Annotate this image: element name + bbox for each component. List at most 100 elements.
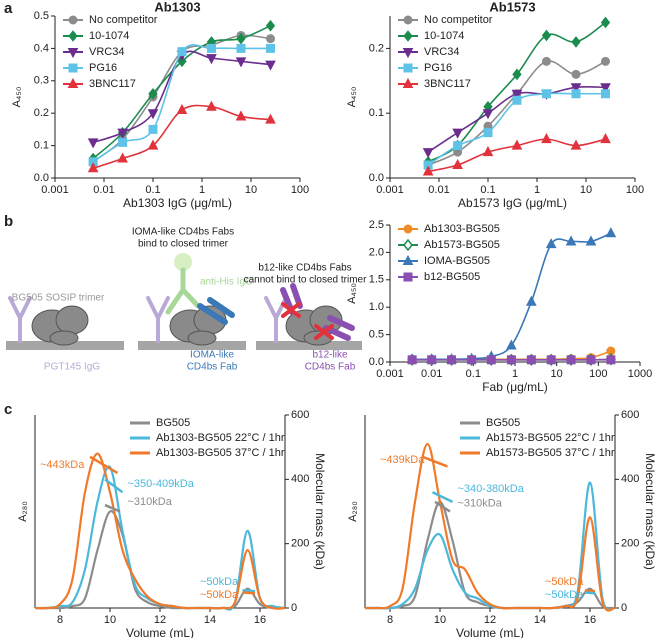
x-tick-label: 10 [104,614,116,626]
y-tick-label: 0.2 [34,107,49,119]
x-tick-label: 1 [199,184,205,196]
y-tick-label: 0.2 [369,42,384,54]
marker [148,87,158,100]
y-tick-label: 2.0 [369,246,384,258]
mass-line [242,589,256,593]
mass-line [431,491,454,503]
legend-label: VRC34 [424,46,459,58]
b12-fab-label: CD4bs Fab [305,362,356,373]
b12-fab [280,283,355,341]
marker [236,43,246,53]
marker [586,355,596,365]
legend-label: Ab1303-BG505 37°C / 1hr [156,447,285,459]
mass-line [104,503,121,513]
x-tick-label: 8 [387,614,393,626]
y2-tick-label: 200 [291,538,309,550]
x-tick-label: 10 [580,184,592,196]
marker [506,355,516,365]
marker [541,56,551,66]
pgt145-label: PGT145 IgG [44,362,100,373]
marker [512,68,522,81]
y-axis-label: A₄₅₀ [346,283,358,304]
marker [265,113,276,124]
annotation: ~50kDa [200,589,239,601]
marker [506,339,517,350]
diagram: BG505 SOSIP trimer PGT145 IgG IOMA-like … [6,227,367,373]
marker [571,36,581,48]
y-tick-label: 0.0 [369,172,384,184]
x-tick-label: 100 [589,368,607,380]
y-tick-label: 0.1 [34,140,49,152]
marker [148,124,158,134]
block-mark [281,302,334,340]
legend-label: 10-1074 [89,30,129,42]
chart-title: Ab1303 [154,0,200,14]
panel-label: a [4,0,13,17]
marker [570,139,582,150]
legend-marker [403,272,413,282]
marker [541,29,552,42]
y-tick-label: 0.4 [34,42,49,54]
marker [206,100,217,111]
marker [571,69,581,79]
b12-fab-label: b12-like [312,350,347,361]
legend-label: 3BNC117 [424,78,471,90]
legend-marker [403,63,413,73]
y2-axis-label: Molecular mass (kDa) [313,453,327,570]
y2-axis-label: Molecular mass (kDa) [643,453,657,570]
legend-marker [403,238,413,252]
legend-marker [403,224,413,234]
annotation: ~340-380kDa [458,483,525,495]
ioma-fab-label: IOMA-like [190,350,234,361]
marker [526,355,536,365]
marker [147,139,159,150]
legend-label: No competitor [424,14,493,26]
y-tick-label: 1.0 [369,301,384,313]
x-tick-label: 0.1 [145,184,160,196]
marker [235,57,247,68]
x-tick-label: 14 [204,614,216,626]
surface [138,341,246,350]
y-tick-label: 0.1 [369,107,384,119]
marker [447,355,457,365]
marker [452,128,463,139]
marker [605,227,617,238]
marker [206,54,217,65]
y-axis-label: A₂₈₀ [17,501,29,522]
x-tick-label: 10 [245,184,257,196]
legend-marker [403,15,413,25]
y2-tick-label: 400 [291,473,309,485]
x-tick-label: 100 [626,184,644,196]
legend-marker [402,254,414,265]
legend-label: IOMA-BG505 [424,255,490,267]
x-tick-label: 0.01 [428,184,449,196]
x-tick-label: 100 [291,184,309,196]
marker [453,141,463,151]
legend-marker [67,77,79,88]
x-tick-label: 12 [154,614,166,626]
surface [256,341,362,350]
marker [117,128,128,139]
mass-line [89,455,119,474]
legend-label: BG505 [486,417,520,429]
legend-label: Ab1573-BG505 37°C / 1hr [486,447,615,459]
y2-tick-label: 0 [621,602,627,614]
b12-header: cannot bind to closed trimer [244,275,368,286]
x-tick-label: 16 [584,614,596,626]
marker [177,47,187,57]
x-tick-label: 0.01 [93,184,114,196]
legend-label: Ab1573-BG505 22°C / 1hr [486,432,615,444]
his-tag [174,253,192,271]
y-tick-label: 0.5 [369,329,384,341]
marker [600,89,610,99]
legend-label: Ab1303-BG505 22°C / 1hr [156,432,285,444]
legend-marker [402,77,414,88]
marker [467,355,477,365]
marker [422,148,434,159]
x-tick-label: 0.01 [421,368,442,380]
y2-tick-label: 0 [291,602,297,614]
anti-his-label: anti-His IgG [200,277,253,288]
marker [236,32,246,45]
y-tick-label: 0.0 [369,356,384,368]
